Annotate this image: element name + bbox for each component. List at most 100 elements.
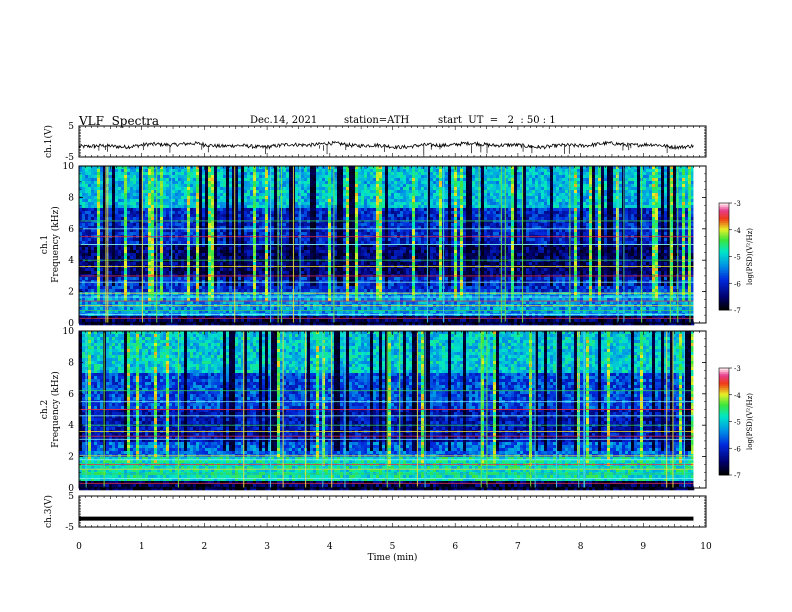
spectrogram-cell bbox=[172, 178, 175, 181]
spectrogram-cell bbox=[223, 283, 226, 286]
spectrogram-cell bbox=[322, 253, 325, 256]
spectrogram-cell bbox=[316, 202, 319, 205]
spectrogram-cell bbox=[205, 205, 208, 208]
spectrogram-cell bbox=[94, 217, 97, 220]
spectrogram-cell bbox=[205, 169, 208, 172]
spectrogram-cell bbox=[136, 190, 139, 193]
spectrogram-cell bbox=[283, 289, 286, 292]
spectrogram-cell bbox=[82, 268, 85, 271]
spectrogram-cell bbox=[223, 190, 226, 193]
spectrogram-cell bbox=[253, 169, 256, 172]
spectrogram-cell bbox=[217, 169, 220, 172]
spectrogram-cell bbox=[310, 223, 313, 226]
spectrogram-cell bbox=[181, 232, 184, 235]
spectrogram-cell bbox=[130, 301, 133, 304]
spectrogram-cell bbox=[127, 193, 130, 196]
spectrogram-cell bbox=[358, 208, 361, 211]
spectrogram-cell bbox=[262, 187, 265, 190]
spectrogram-cell bbox=[115, 196, 118, 199]
spectrogram-cell bbox=[85, 238, 88, 241]
spectrogram-cell bbox=[274, 250, 277, 253]
spectrogram-cell bbox=[133, 199, 136, 202]
spectrogram-cell bbox=[145, 283, 148, 286]
spectrogram-cell bbox=[82, 253, 85, 256]
spectrogram-cell bbox=[229, 175, 232, 178]
spectrogram-cell bbox=[247, 184, 250, 187]
spectrogram-cell bbox=[262, 214, 265, 217]
spectrogram-cell bbox=[178, 178, 181, 181]
spectrogram-cell bbox=[112, 220, 115, 223]
spectrogram-cell bbox=[193, 184, 196, 187]
spectrogram-cell bbox=[91, 202, 94, 205]
spectrogram-cell bbox=[247, 253, 250, 256]
spectrogram-cell bbox=[313, 175, 316, 178]
spectrogram-cell bbox=[187, 172, 190, 175]
spectrogram-cell bbox=[304, 247, 307, 250]
spectrogram-cell bbox=[247, 241, 250, 244]
spectrogram-cell bbox=[118, 169, 121, 172]
spectrogram-cell bbox=[319, 217, 322, 220]
spectrogram-cell bbox=[124, 286, 127, 289]
spectrogram-cell bbox=[178, 187, 181, 190]
spectrogram-cell bbox=[274, 238, 277, 241]
spectrogram-cell bbox=[241, 211, 244, 214]
spectrogram-cell bbox=[166, 196, 169, 199]
spectrogram-cell bbox=[208, 187, 211, 190]
spectrogram-cell bbox=[109, 247, 112, 250]
spectrogram-cell bbox=[334, 289, 337, 292]
spectrogram-cell bbox=[163, 199, 166, 202]
spectrogram-cell bbox=[205, 187, 208, 190]
spectrogram-cell bbox=[337, 250, 340, 253]
spectrogram-cell bbox=[265, 223, 268, 226]
spectrogram-cell bbox=[220, 277, 223, 280]
spectrogram-cell bbox=[316, 286, 319, 289]
spectrogram-cell bbox=[193, 187, 196, 190]
spectrogram-cell bbox=[319, 238, 322, 241]
spectrogram-cell bbox=[328, 232, 331, 235]
spectrogram-cell bbox=[217, 214, 220, 217]
spectrogram-cell bbox=[313, 199, 316, 202]
spectrogram-cell bbox=[202, 178, 205, 181]
spectrogram-cell bbox=[211, 220, 214, 223]
spectrogram-cell bbox=[130, 241, 133, 244]
spectrogram-cell bbox=[211, 217, 214, 220]
spectrogram-cell bbox=[139, 229, 142, 232]
spectrogram-cell bbox=[109, 175, 112, 178]
spectrogram-cell bbox=[109, 250, 112, 253]
spectrogram-cell bbox=[271, 199, 274, 202]
spectrogram-cell bbox=[247, 250, 250, 253]
spectrogram-cell bbox=[97, 256, 100, 259]
spectrogram-cell bbox=[304, 229, 307, 232]
spectrogram-cell bbox=[184, 214, 187, 217]
spectrogram-cell bbox=[166, 220, 169, 223]
spectrogram-cell bbox=[262, 283, 265, 286]
spectrogram-cell bbox=[241, 169, 244, 172]
spectrogram-cell bbox=[187, 181, 190, 184]
spectrogram-cell bbox=[151, 169, 154, 172]
spectrogram-cell bbox=[337, 184, 340, 187]
spectrogram-cell bbox=[301, 280, 304, 283]
spectrogram-cell bbox=[124, 280, 127, 283]
spectrogram-cell bbox=[253, 301, 256, 304]
spectrogram-cell bbox=[352, 280, 355, 283]
spectrogram-cell bbox=[145, 169, 148, 172]
spectrogram-cell bbox=[265, 172, 268, 175]
spectrogram-cell bbox=[313, 256, 316, 259]
spectrogram-cell bbox=[229, 286, 232, 289]
spectrogram-cell bbox=[175, 238, 178, 241]
spectrogram-cell bbox=[94, 280, 97, 283]
spectrogram-cell bbox=[205, 214, 208, 217]
spectrogram-cell bbox=[253, 193, 256, 196]
spectrogram-cell bbox=[190, 268, 193, 271]
spectrogram-cell bbox=[109, 214, 112, 217]
spectrogram-cell bbox=[337, 190, 340, 193]
spectrogram-cell bbox=[139, 190, 142, 193]
spectrogram-cell bbox=[229, 289, 232, 292]
spectrogram-cell bbox=[253, 316, 256, 319]
spectrogram-cell bbox=[340, 199, 343, 202]
spectrogram-cell bbox=[250, 322, 253, 325]
spectrogram-cell bbox=[175, 214, 178, 217]
spectrogram-cell bbox=[151, 220, 154, 223]
spectrogram-cell bbox=[130, 322, 133, 325]
spectrogram-cell bbox=[295, 280, 298, 283]
